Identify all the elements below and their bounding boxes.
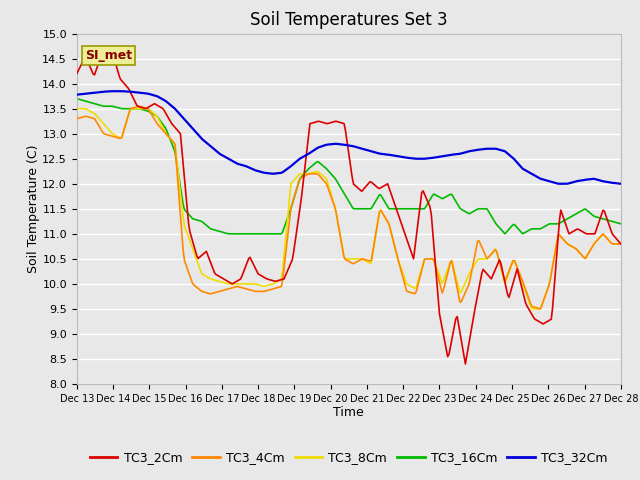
TC3_16Cm — [617, 221, 625, 227]
Line: TC3_32Cm: TC3_32Cm — [77, 91, 621, 184]
TC3_32Cm — [110, 88, 118, 94]
TC3_2Cm — [471, 306, 479, 312]
TC3_32Cm — [417, 156, 424, 162]
TC3_2Cm — [73, 71, 81, 76]
TC3_2Cm — [417, 201, 424, 206]
TC3_8Cm — [289, 180, 296, 185]
TC3_32Cm — [252, 168, 259, 173]
TC3_4Cm — [252, 288, 259, 294]
TC3_8Cm — [415, 275, 423, 280]
TC3_16Cm — [226, 231, 234, 237]
TC3_16Cm — [73, 96, 81, 102]
Title: Soil Temperatures Set 3: Soil Temperatures Set 3 — [250, 11, 447, 29]
Y-axis label: Soil Temperature (C): Soil Temperature (C) — [26, 144, 40, 273]
TC3_8Cm — [617, 241, 625, 247]
TC3_8Cm — [468, 266, 476, 272]
TC3_8Cm — [138, 106, 146, 111]
Line: TC3_8Cm: TC3_8Cm — [77, 108, 621, 309]
TC3_2Cm — [468, 322, 476, 327]
X-axis label: Time: Time — [333, 407, 364, 420]
Line: TC3_16Cm: TC3_16Cm — [77, 99, 621, 234]
TC3_4Cm — [290, 197, 298, 203]
TC3_16Cm — [467, 210, 475, 216]
TC3_4Cm — [140, 105, 147, 110]
Line: TC3_2Cm: TC3_2Cm — [77, 49, 621, 364]
Legend: TC3_2Cm, TC3_4Cm, TC3_8Cm, TC3_16Cm, TC3_32Cm: TC3_2Cm, TC3_4Cm, TC3_8Cm, TC3_16Cm, TC3… — [85, 446, 612, 469]
TC3_8Cm — [466, 271, 474, 276]
TC3_2Cm — [140, 105, 147, 111]
TC3_16Cm — [470, 208, 477, 214]
TC3_16Cm — [417, 206, 424, 212]
TC3_16Cm — [138, 107, 146, 112]
TC3_4Cm — [467, 273, 475, 278]
TC3_2Cm — [252, 265, 259, 271]
TC3_4Cm — [617, 241, 625, 247]
TC3_4Cm — [470, 259, 477, 265]
TC3_32Cm — [290, 161, 298, 167]
TC3_32Cm — [470, 148, 477, 154]
TC3_2Cm — [107, 46, 115, 52]
TC3_4Cm — [136, 103, 143, 109]
TC3_4Cm — [73, 116, 81, 121]
TC3_16Cm — [252, 231, 259, 237]
TC3_32Cm — [73, 92, 81, 97]
TC3_32Cm — [617, 181, 625, 187]
TC3_32Cm — [467, 148, 475, 154]
TC3_8Cm — [250, 281, 258, 287]
TC3_32Cm — [140, 90, 147, 96]
TC3_4Cm — [536, 306, 544, 312]
TC3_8Cm — [529, 306, 536, 312]
TC3_8Cm — [73, 106, 81, 111]
TC3_16Cm — [290, 197, 298, 203]
Line: TC3_4Cm: TC3_4Cm — [77, 106, 621, 309]
TC3_2Cm — [290, 250, 298, 255]
TC3_2Cm — [461, 361, 469, 367]
TC3_2Cm — [617, 241, 625, 247]
TC3_32Cm — [556, 181, 563, 187]
Text: SI_met: SI_met — [85, 49, 132, 62]
TC3_4Cm — [417, 273, 424, 278]
